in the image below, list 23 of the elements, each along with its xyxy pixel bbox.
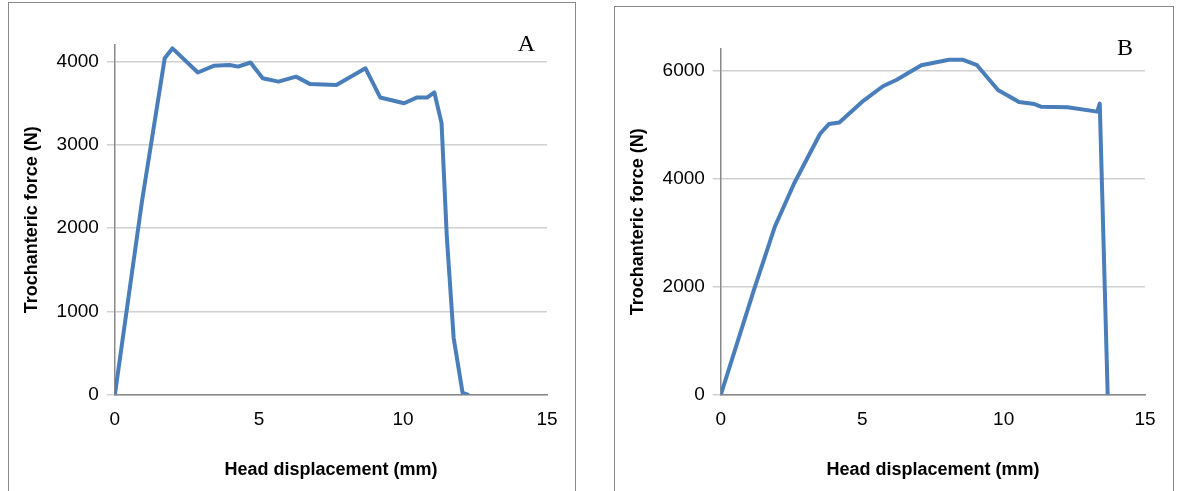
x-tick-label: 10 — [392, 408, 414, 430]
annotation: B — [1116, 34, 1133, 61]
x-tick-label: 15 — [1134, 408, 1156, 430]
x-tick-label: 10 — [993, 408, 1015, 430]
annotation: A — [517, 30, 536, 57]
y-tick-label: 2000 — [662, 274, 705, 296]
y-tick-label: 2000 — [56, 216, 99, 238]
x-axis-title: Head displacement (mm) — [224, 459, 438, 480]
y-tick-label: 0 — [694, 382, 705, 404]
x-tick-label: 5 — [253, 408, 265, 430]
y-tick-label: 4000 — [56, 49, 99, 71]
x-tick-label: 0 — [109, 408, 121, 430]
x-tick-label: 15 — [536, 408, 558, 430]
y-tick-label: 0 — [88, 382, 99, 404]
x-tick-label: 5 — [856, 408, 868, 430]
y-tick-label: 6000 — [662, 58, 705, 80]
x-tick-label: 0 — [715, 408, 727, 430]
y-axis-title: Trochanteric force (N) — [20, 126, 41, 314]
y-tick-label: 3000 — [56, 133, 99, 155]
y-tick-label: 4000 — [662, 166, 705, 188]
x-axis-title: Head displacement (mm) — [826, 459, 1040, 480]
y-tick-label: 1000 — [56, 299, 99, 321]
y-axis-title: Trochanteric force (N) — [626, 128, 647, 316]
